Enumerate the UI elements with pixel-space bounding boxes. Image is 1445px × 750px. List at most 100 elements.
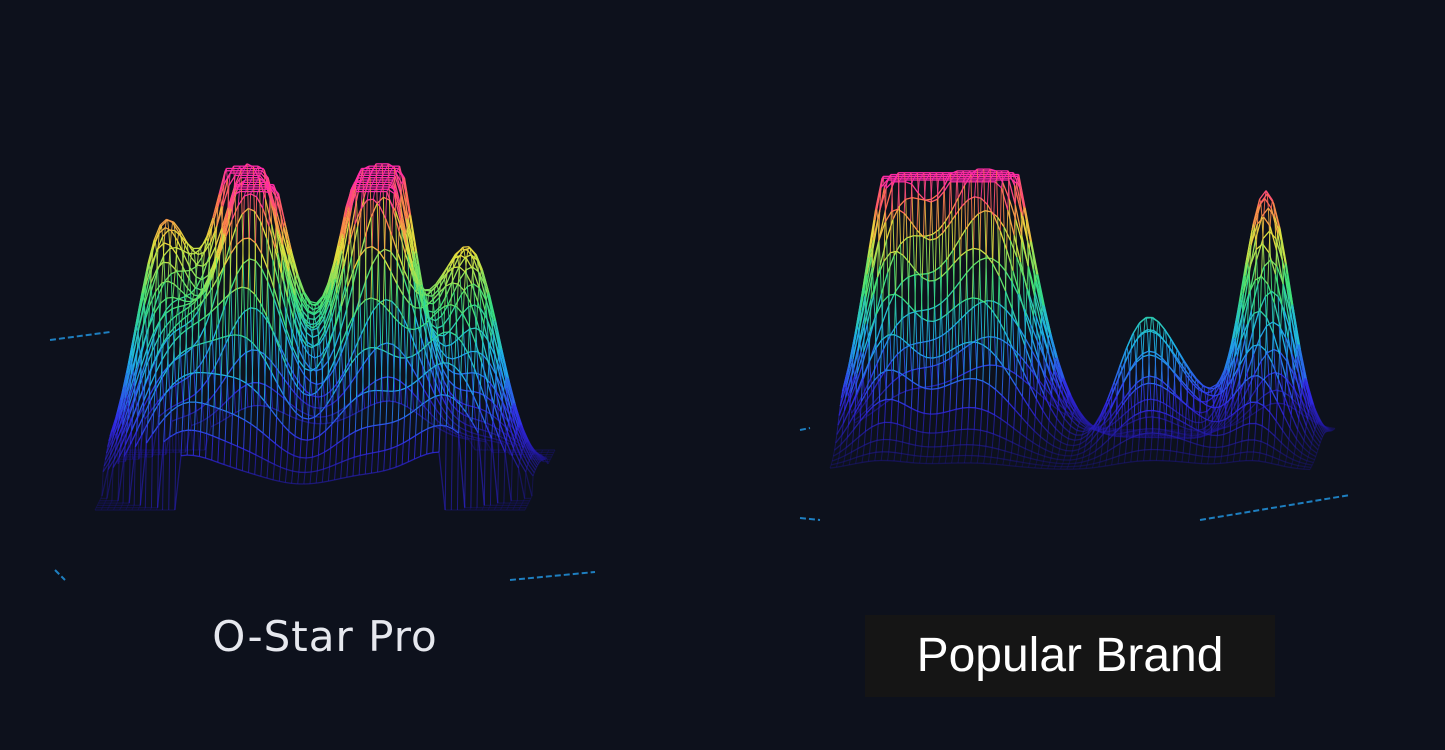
wireframe-segment — [1307, 412, 1316, 430]
wireframe-segment — [466, 286, 470, 307]
wireframe-segment — [465, 258, 468, 273]
wireframe-segment — [211, 435, 214, 461]
wireframe-segment — [359, 428, 362, 456]
wireframe-segment — [444, 392, 447, 405]
wireframe-segment — [270, 188, 278, 199]
wireframe-segment — [1236, 293, 1245, 323]
wireframe-segment — [310, 382, 313, 396]
wireframe-segment — [266, 477, 274, 481]
wireframe-segment — [1234, 339, 1242, 357]
wireframe-segment — [199, 293, 202, 305]
wireframe-segment — [455, 312, 463, 323]
wireframe-segment — [348, 211, 351, 246]
wireframe-segment — [420, 453, 427, 457]
wireframe-segment — [155, 359, 163, 373]
wireframe-segment — [126, 456, 129, 460]
wireframe-segment — [1026, 363, 1034, 373]
wireframe-segment — [120, 505, 123, 508]
wireframe-segment — [373, 177, 376, 181]
wireframe-segment — [330, 265, 339, 291]
wireframe-segment — [355, 201, 359, 227]
wireframe-segment — [890, 250, 897, 254]
wireframe-segment — [112, 456, 120, 468]
wireframe-segment — [1309, 407, 1317, 426]
wireframe-segment — [434, 279, 442, 289]
wireframe-segment — [465, 429, 472, 434]
wireframe-segment — [353, 454, 361, 458]
wireframe-segment — [322, 382, 325, 396]
wireframe-segment — [528, 500, 531, 504]
wireframe-segment — [383, 170, 386, 174]
wireframe-segment — [345, 414, 353, 419]
wireframe-segment — [109, 432, 112, 437]
wireframe-segment — [350, 317, 354, 364]
wireframe-segment — [531, 447, 534, 451]
wireframe-segment — [850, 372, 858, 394]
wireframe-segment — [1119, 434, 1126, 437]
wireframe-segment — [178, 334, 182, 355]
wireframe-segment — [1015, 385, 1023, 397]
wireframe-segment — [340, 233, 343, 235]
wireframe-segment — [293, 373, 296, 394]
wireframe-segment — [145, 271, 148, 286]
wireframe-segment — [1165, 429, 1173, 433]
wireframe-segment — [463, 507, 466, 511]
wireframe-segment — [161, 342, 164, 360]
wireframe-segment — [229, 466, 237, 470]
wireframe-segment — [237, 184, 240, 188]
wireframe-segment — [134, 394, 138, 407]
wireframe-segment — [241, 286, 249, 290]
wireframe-segment — [376, 299, 384, 306]
wireframe-segment — [335, 461, 343, 466]
wireframe-segment — [866, 402, 874, 411]
wireframe-segment — [317, 397, 320, 409]
wireframe-segment — [1193, 396, 1201, 402]
wireframe-segment — [524, 446, 527, 449]
wireframe-segment — [272, 464, 275, 480]
wireframe-segment — [199, 289, 202, 297]
wireframe-segment — [168, 245, 171, 263]
wireframe-segment — [353, 317, 356, 349]
wireframe-segment — [1019, 355, 1028, 365]
wireframe-segment — [506, 439, 510, 444]
wireframe-segment — [397, 308, 400, 350]
wireframe-segment — [439, 349, 442, 359]
wireframe-segment — [309, 302, 316, 307]
wireframe-segment — [388, 186, 396, 191]
wireframe-segment — [289, 278, 293, 287]
wireframe-segment — [1008, 179, 1016, 205]
wireframe-segment — [331, 317, 334, 332]
wireframe-segment — [309, 370, 312, 396]
wireframe-segment — [511, 403, 514, 406]
wireframe-segment — [290, 328, 298, 347]
wireframe-segment — [271, 224, 274, 260]
wireframe-segment — [1311, 403, 1319, 422]
wireframe-segment — [258, 303, 261, 352]
wireframe-segment — [242, 170, 245, 174]
wireframe-segment — [551, 454, 554, 458]
wireframe-segment — [246, 337, 254, 345]
wireframe-segment — [1055, 428, 1063, 436]
wireframe-segment — [136, 325, 139, 333]
wireframe-segment — [546, 452, 549, 455]
wireframe-segment — [397, 390, 400, 421]
wireframe-segment — [371, 471, 378, 474]
wireframe-segment — [473, 254, 476, 260]
wireframe-segment — [361, 426, 368, 430]
wireframe-segment — [310, 301, 317, 304]
wireframe-segment — [292, 455, 295, 472]
wireframe-segment — [197, 248, 200, 255]
wireframe-segment — [118, 447, 121, 458]
wireframe-segment — [856, 351, 865, 374]
wireframe-segment — [894, 282, 903, 293]
wireframe-segment — [126, 370, 134, 396]
wireframe-segment — [257, 393, 265, 402]
wireframe-segment — [1250, 401, 1258, 409]
wireframe-segment — [238, 189, 241, 192]
wireframe-segment — [334, 464, 337, 480]
wireframe-segment — [171, 297, 174, 310]
wireframe-segment — [433, 377, 441, 394]
wireframe-segment — [451, 398, 455, 429]
wireframe-segment — [342, 409, 345, 440]
wireframe-segment — [414, 316, 417, 350]
